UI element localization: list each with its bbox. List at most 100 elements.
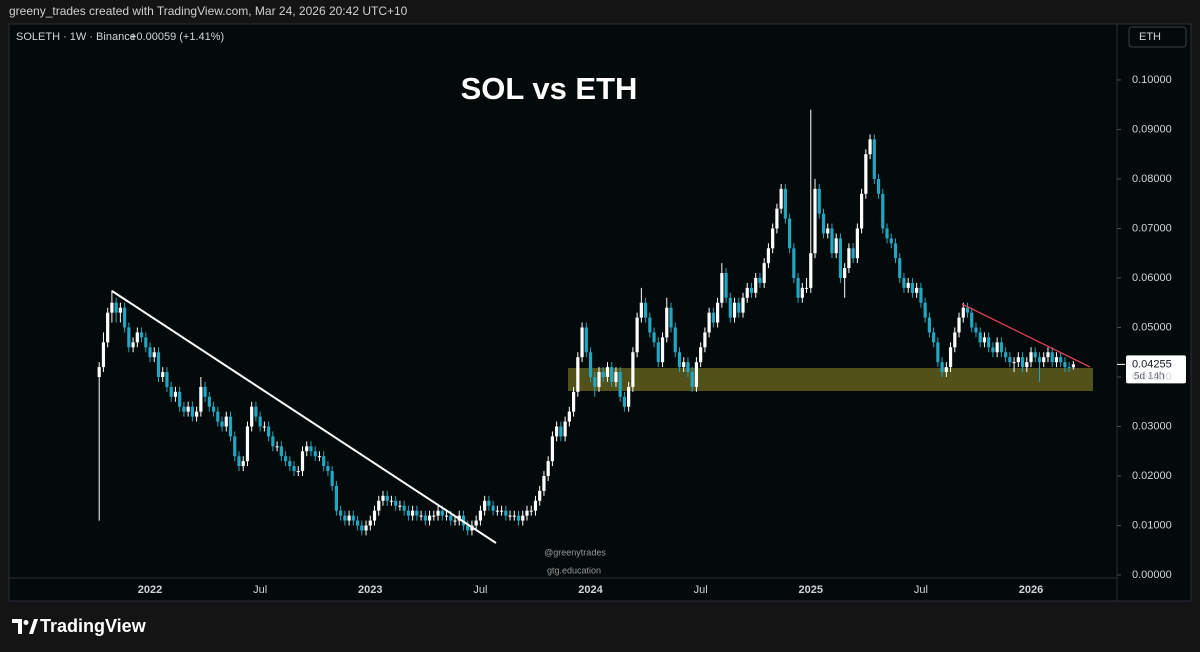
y-tick-label: 0.04000 [1132,371,1172,383]
candle-body [300,451,305,472]
candle-body [817,188,821,214]
y-tick-label: 0.08000 [1132,173,1172,185]
caption: greeny_trades created with TradingView.c… [9,4,408,18]
candle-body [165,372,169,387]
candle-body [491,505,495,511]
symbol: SOLETH · 1W · Binance [16,31,136,43]
candle-body [334,485,338,511]
candle-body [1025,362,1029,368]
chart-title: SOL vs ETH [461,71,638,106]
candle-body [339,510,343,516]
candle-body [559,426,563,437]
x-tick-label: Jul [473,584,487,596]
watermark: @greenytrades [544,547,606,557]
candle-body [381,495,385,501]
candle-body [415,510,419,516]
candle-body [991,347,995,353]
candle-body [944,367,948,373]
candle-body [258,416,262,427]
candle-body [173,391,178,397]
candle-body [826,228,830,234]
candle-body [110,302,114,313]
candle-body [635,317,639,353]
candle-body [779,188,783,209]
candle-body [597,372,601,387]
candle-body [114,302,118,313]
y-tick-label: 0.00000 [1132,569,1172,581]
candle-body [521,515,525,521]
candle-body [860,193,864,229]
candle-body [343,515,347,521]
candle-body [139,332,144,338]
candle-body [436,510,440,516]
y-tick-label: 0.01000 [1132,519,1172,531]
x-tick-label: 2026 [1019,584,1043,596]
candle-body [131,342,135,348]
candle-body [262,426,266,428]
candle-body [101,342,106,368]
candle-body [487,500,491,506]
candle-body [161,372,165,377]
trendline [961,303,1091,368]
candle-body [804,287,809,289]
candle-body [292,466,296,472]
candle-body [550,436,555,462]
candle-body [584,327,588,353]
candle-body [1004,352,1008,358]
candle-body [1037,357,1042,363]
candle-body [732,302,737,318]
candle-body [707,312,711,333]
candle-body [1071,364,1075,368]
candle-body [423,515,427,521]
candle-body [868,139,872,155]
candle-body [843,268,847,278]
candle-body [724,273,728,298]
candle-body [694,362,699,387]
last-price: 0.04255 [1132,358,1172,370]
candle-body [296,471,300,473]
candle-body [881,193,885,229]
candle-body [1008,357,1012,363]
candle-body [152,352,156,358]
candle-body [538,490,542,501]
candle-body [313,451,317,457]
candle-body [389,500,394,502]
candle-body [254,406,258,417]
candle-body [652,332,656,343]
x-tick-label: 2025 [799,584,823,596]
candle-body [182,406,186,412]
candle-body [123,307,127,328]
watermark: gtg.education [547,565,601,575]
change: +0.00059 (+1.41%) [130,31,224,43]
candle-body [419,515,423,517]
candle-body [643,302,648,318]
currency[interactable]: ETH [1139,31,1161,43]
candle-body [563,421,567,437]
candle-body [898,258,902,278]
candle-body [516,515,521,521]
candle-body [885,228,889,239]
candle-body [889,238,893,244]
candle-body [1020,357,1025,368]
candle-body [283,456,288,462]
logo: TradingView [12,616,147,636]
candle-body [199,386,203,412]
candle-body [148,347,152,358]
candle-body [432,515,436,517]
candle-body [927,317,931,333]
candle-body [593,376,597,387]
candle-body [910,282,915,293]
candle-body [754,277,758,293]
candle-body [893,243,898,259]
candle-body [970,312,974,328]
currency-box[interactable] [1128,26,1187,48]
candle-body [474,520,478,526]
candle-body [529,510,533,512]
candle-body [923,302,927,318]
candle-body [656,342,660,363]
candle-body [665,307,669,338]
candle-body [440,510,444,516]
